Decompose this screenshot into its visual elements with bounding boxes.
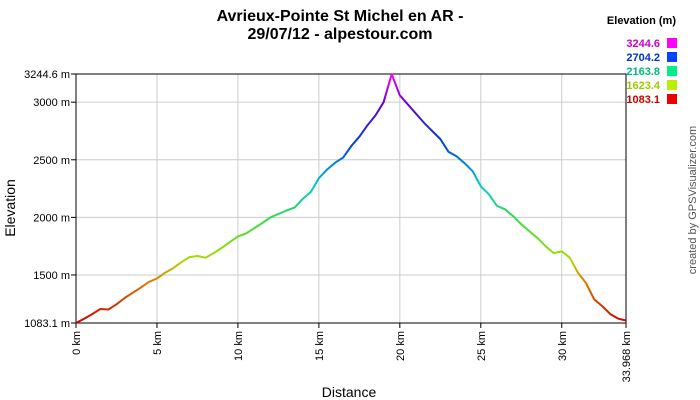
y-tick-label: 3000 m [33,97,70,109]
y-axis-label: Elevation [2,179,18,237]
plot-frame [75,73,627,324]
legend-swatch [667,66,677,76]
grid [75,73,627,324]
x-tick-label: 25 km [476,331,488,361]
legend-entry-label: 1083.1 [626,94,660,106]
chart-title-line1: Avrieux-Pointe St Michel en AR - [217,8,464,25]
credit-text: created by GPSVisualizer.com [687,126,699,274]
y-tick-label: 2000 m [33,212,70,224]
y-tick-label: 2500 m [33,155,70,167]
legend: Elevation (m) 3244.6 2704.2 2163.8 1623.4 10… [607,15,677,106]
x-tick-label: 0 km [71,331,83,355]
x-axis-label: Distance [322,384,377,400]
x-axis: 0 km 5 km 10 km 15 km 20 km 25 km 30 km 33.968 … [71,323,633,382]
chart-title-line2: 29/07/12 - alpestour.com [248,26,433,43]
legend-entry-label: 2704.2 [626,52,660,64]
legend-title: Elevation (m) [607,15,676,27]
y-tick-label: 1083.1 m [24,318,70,330]
x-tick-label: 30 km [557,331,569,361]
legend-swatch [667,94,677,104]
legend-entry-label: 1623.4 [626,80,661,92]
x-tick-label: 10 km [233,331,245,361]
x-tick-label: 33.968 km [621,331,633,382]
legend-entry-label: 3244.6 [626,38,660,50]
x-tick-label: 15 km [314,331,326,361]
elevation-line [75,73,627,324]
x-tick-label: 5 km [152,331,164,355]
legend-swatch [667,52,677,62]
legend-swatch [667,38,677,48]
legend-entry-label: 2163.8 [626,66,660,78]
legend-swatch [667,80,677,90]
x-tick-label: 20 km [395,331,407,361]
y-tick-label: 3244.6 m [24,69,70,81]
y-tick-label: 1500 m [33,270,70,282]
y-axis: 1083.1 m 1500 m 2000 m 2500 m 3000 m 3244.6 m [24,69,76,330]
